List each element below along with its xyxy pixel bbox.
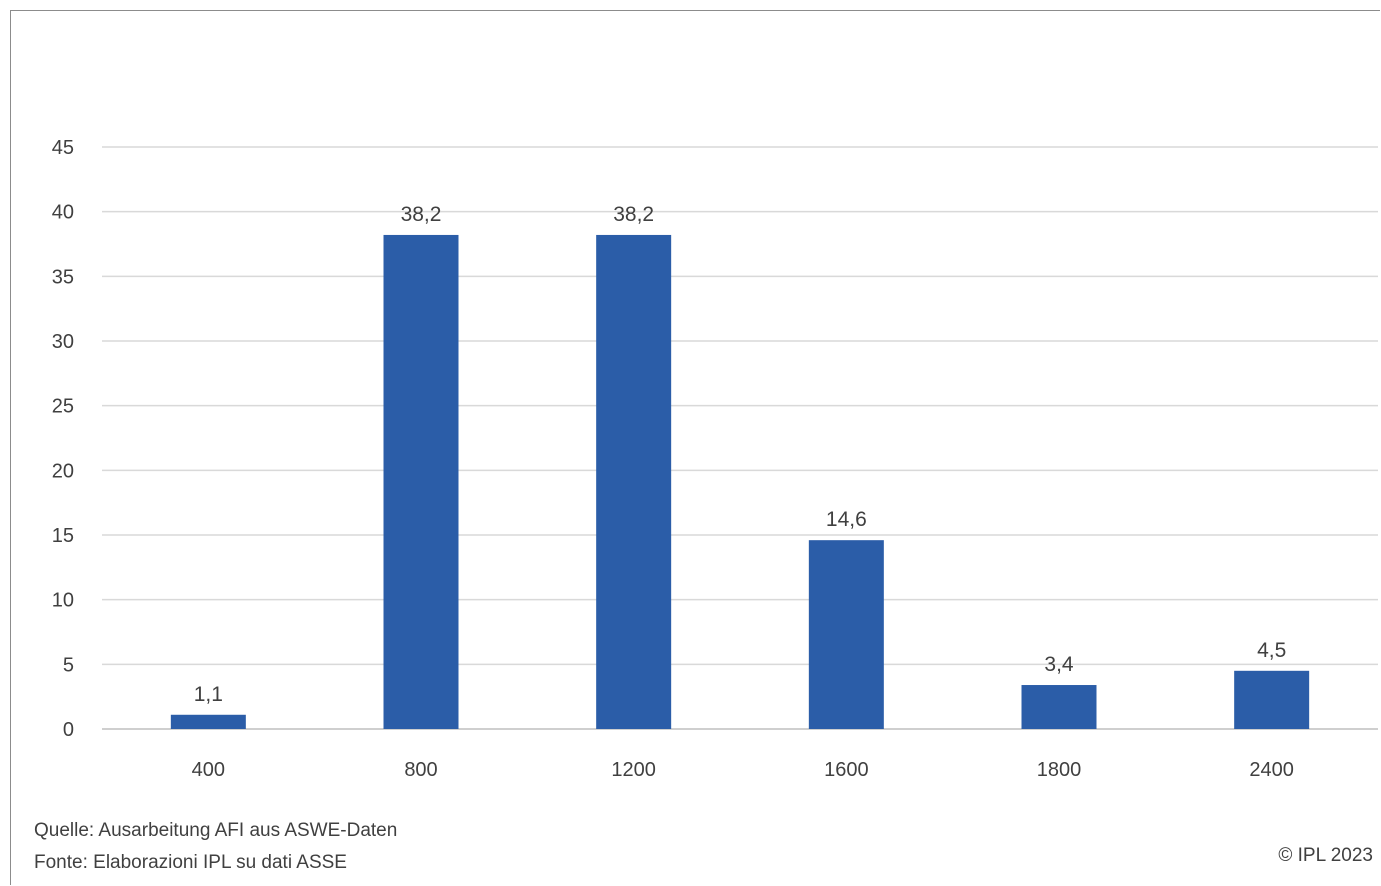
x-tick-label: 2400 [1249,759,1294,781]
source-note-italian: Fonte: Elaborazioni IPL su dati ASSE [34,852,347,873]
bar [808,540,884,729]
bar-chart: 0 5 10 15 20 25 30 35 40 45 1,1 400 38,2 800 38,2 1200 1… [52,137,1378,781]
data-label: 1,1 [194,683,223,706]
data-label: 4,5 [1257,639,1286,662]
y-tick-label: 40 [52,202,74,224]
x-tick-label: 1800 [1037,759,1082,781]
copyright-notice: © IPL 2023 [1278,845,1373,866]
x-tick-label: 800 [404,759,437,781]
y-tick-label: 30 [52,331,74,353]
y-tick-label: 5 [63,654,74,676]
data-label: 14,6 [826,508,867,531]
bar [596,234,672,730]
bar [383,234,459,730]
data-label: 38,2 [401,203,442,226]
y-tick-label: 10 [52,590,74,612]
y-tick-label: 25 [52,396,74,418]
y-tick-label: 35 [52,266,74,288]
x-tick-label: 400 [192,759,225,781]
bar [170,714,246,729]
data-label: 3,4 [1044,653,1074,676]
x-tick-label: 1200 [611,759,656,781]
y-tick-label: 20 [52,460,74,482]
bar [1021,685,1097,729]
y-tick-label: 0 [63,719,74,741]
bar [1234,670,1310,729]
y-tick-label: 15 [52,525,74,547]
chart-frame [10,10,1380,885]
x-tick-label: 1600 [824,759,869,781]
source-note-german: Quelle: Ausarbeitung AFI aus ASWE-Daten [34,820,398,841]
data-label: 38,2 [613,203,654,226]
y-tick-label: 45 [52,137,74,159]
